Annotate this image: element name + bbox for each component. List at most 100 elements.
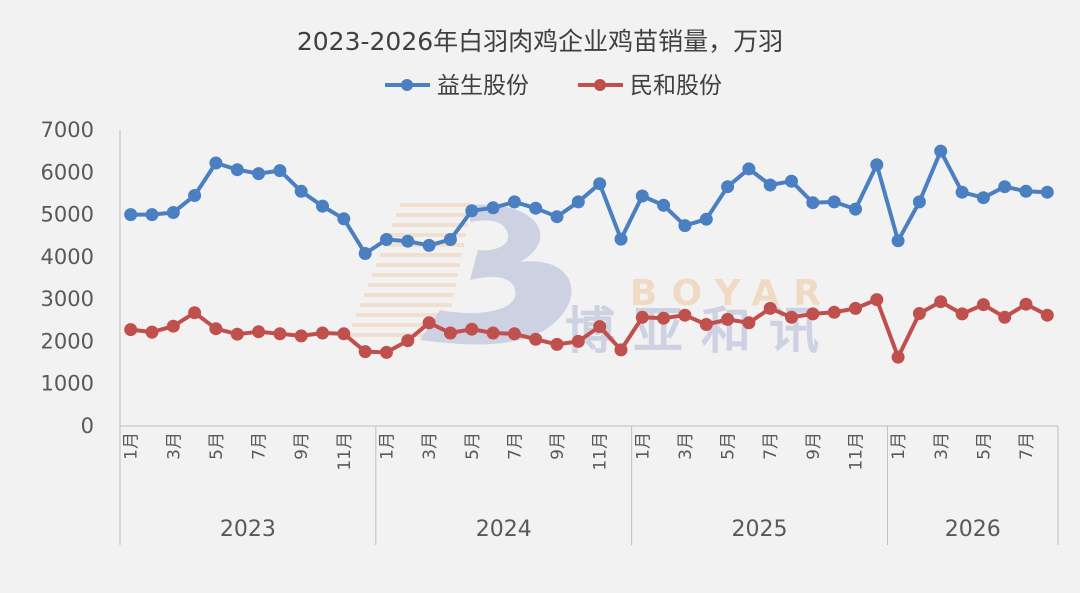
data-point: [145, 325, 159, 339]
y-tick-label: 3000: [41, 287, 94, 311]
data-point: [657, 198, 671, 212]
series-yisheng: [124, 144, 1054, 260]
data-point: [785, 174, 798, 188]
data-point: [571, 334, 585, 348]
data-point: [166, 319, 180, 333]
x-tick-label: 1月: [633, 432, 653, 460]
x-tick-label: 11月: [846, 432, 866, 471]
data-point: [1040, 185, 1054, 199]
data-point: [294, 329, 308, 343]
y-tick-label: 6000: [41, 160, 94, 184]
data-point: [614, 343, 628, 357]
watermark-logo: BOYAR 博亚和讯: [348, 203, 835, 360]
data-point: [976, 298, 990, 312]
x-tick-label: 11月: [591, 432, 611, 471]
data-point: [443, 233, 457, 246]
data-point: [678, 219, 692, 233]
legend-label-minhe: 民和股份: [630, 73, 722, 99]
data-point: [486, 326, 500, 340]
legend-marker-minhe: [594, 79, 606, 91]
data-point: [550, 210, 564, 224]
y-tick-label: 1000: [41, 372, 94, 396]
x-tick-label: 9月: [804, 432, 824, 460]
data-point: [358, 345, 372, 359]
data-point: [806, 196, 820, 210]
data-point: [785, 310, 798, 324]
data-point: [1019, 184, 1033, 198]
data-point: [273, 164, 287, 178]
data-point: [230, 163, 244, 177]
x-tick-label: 7月: [761, 432, 781, 460]
data-point: [145, 208, 159, 222]
data-point: [188, 306, 202, 320]
x-tick-label: 3月: [932, 432, 952, 460]
data-point: [358, 247, 372, 260]
x-tick-label: 9月: [292, 432, 312, 460]
data-point: [124, 323, 138, 337]
data-point: [209, 322, 223, 336]
x-tick-label: 3月: [420, 432, 440, 460]
x-tick-label: 7月: [505, 432, 525, 460]
x-tick-label: 5月: [463, 432, 483, 460]
x-group-label: 2024: [476, 517, 532, 542]
x-tick-label: 7月: [1017, 432, 1037, 460]
data-point: [380, 233, 393, 246]
data-point: [998, 180, 1012, 194]
watermark-brand-latin: BOYAR: [630, 273, 835, 314]
legend-item-yisheng: 益生股份: [385, 73, 529, 99]
data-point: [912, 307, 926, 320]
x-tick-label: 3月: [676, 432, 696, 460]
data-point: [571, 195, 585, 209]
data-point: [401, 234, 415, 248]
data-point: [827, 195, 841, 209]
data-point: [955, 185, 969, 199]
data-point: [124, 208, 138, 222]
legend-marker-yisheng: [401, 79, 413, 91]
data-point: [849, 202, 862, 216]
data-point: [507, 327, 521, 341]
data-point: [870, 158, 884, 172]
data-point: [401, 334, 415, 348]
data-point: [337, 212, 351, 226]
data-point: [337, 327, 351, 341]
data-point: [721, 180, 735, 194]
y-tick-label: 5000: [41, 203, 94, 227]
data-point: [699, 212, 713, 226]
x-tick-label: 1月: [889, 432, 909, 460]
series-line: [130, 149, 1048, 256]
y-tick-label: 4000: [41, 245, 94, 269]
data-point: [273, 327, 287, 341]
data-point: [529, 201, 543, 215]
x-tick-label: 5月: [207, 432, 227, 460]
x-group-label: 2026: [945, 517, 1001, 542]
data-point: [934, 144, 948, 158]
data-point: [465, 322, 479, 336]
data-point: [252, 167, 266, 181]
data-point: [742, 316, 756, 330]
x-tick-label: 5月: [719, 432, 739, 460]
data-point: [976, 191, 990, 205]
data-point: [316, 326, 329, 340]
data-point: [593, 320, 607, 334]
data-point: [422, 238, 436, 252]
x-tick-label: 3月: [164, 432, 184, 460]
legend-label-yisheng: 益生股份: [437, 73, 529, 99]
x-tick-label: 5月: [974, 432, 994, 460]
watermark-bird-shape: [420, 204, 572, 345]
data-point: [209, 156, 223, 170]
data-point: [657, 311, 671, 325]
data-point: [763, 301, 777, 315]
data-point: [742, 162, 756, 176]
data-point: [443, 326, 457, 340]
y-tick-label: 0: [81, 414, 94, 438]
legend-item-minhe: 民和股份: [578, 73, 722, 99]
data-point: [188, 189, 202, 202]
legend: 益生股份 民和股份: [385, 73, 722, 99]
data-point: [849, 301, 862, 315]
data-point: [380, 345, 393, 359]
data-point: [806, 307, 820, 321]
axes: 0 1000 2000 3000 4000 5000 6000 7000 2023 2024 202…: [41, 118, 1059, 545]
data-point: [1019, 297, 1033, 311]
data-point: [166, 206, 180, 219]
